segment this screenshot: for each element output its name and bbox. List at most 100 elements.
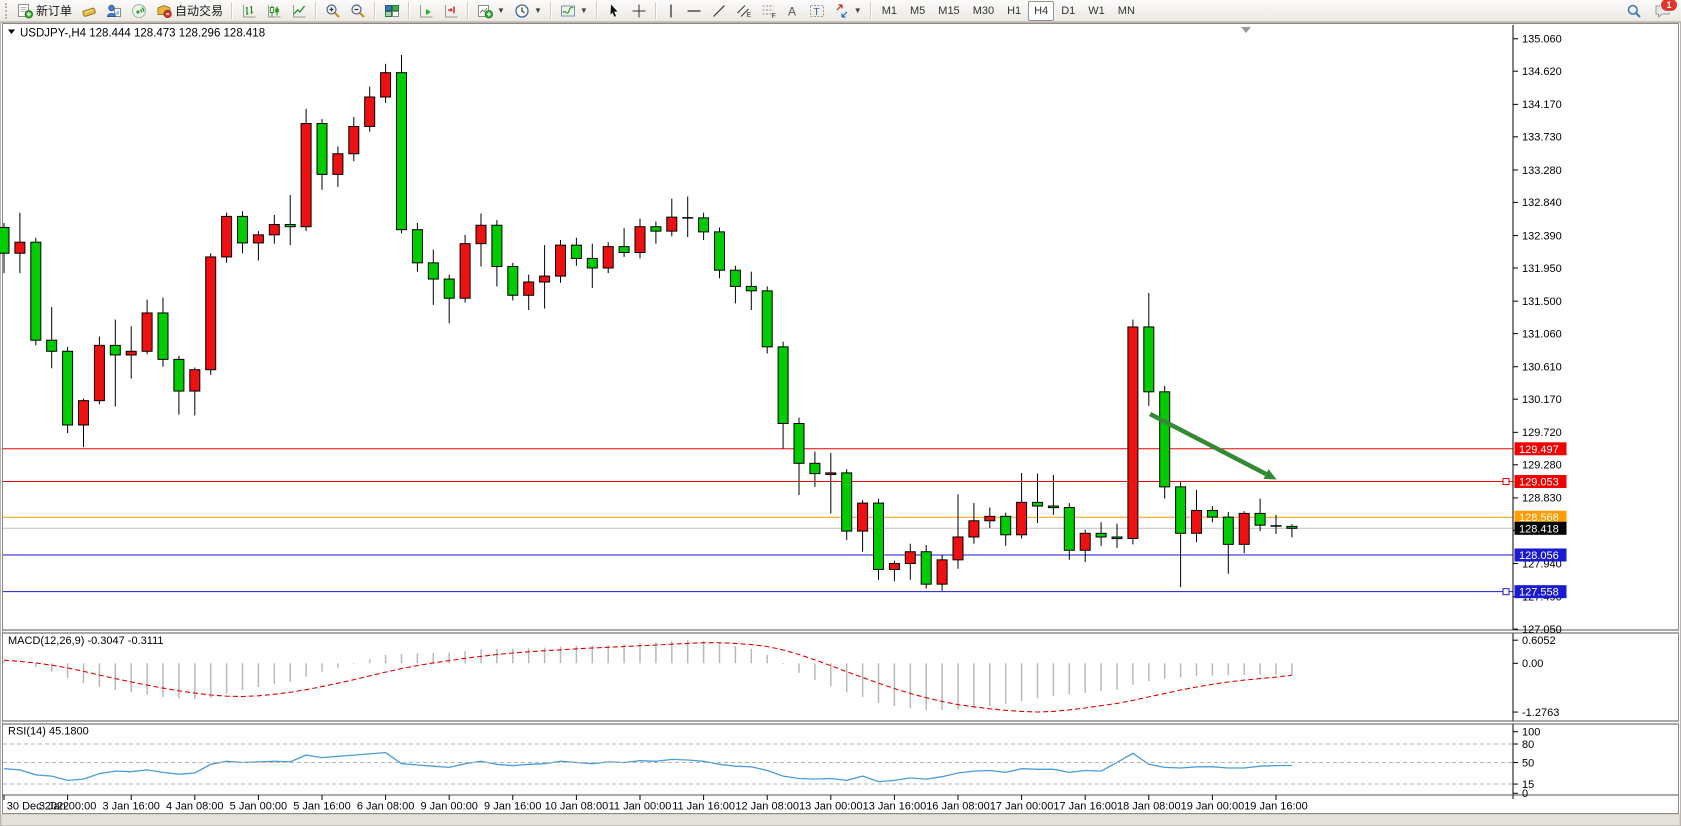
indicators-icon xyxy=(560,5,575,16)
timeframe-h4-button[interactable]: H4 xyxy=(1028,0,1055,21)
candlestick xyxy=(984,507,996,529)
line-handle-marker[interactable] xyxy=(1502,478,1510,486)
horizontal-line-button[interactable] xyxy=(682,1,706,21)
toolbar-separator xyxy=(467,2,470,19)
macd-signal-line xyxy=(3,642,1292,713)
candle-body xyxy=(252,234,264,244)
candle-body xyxy=(904,551,916,565)
timeframe-m5-button[interactable]: M5 xyxy=(910,4,926,17)
candle-body xyxy=(427,262,439,280)
candle-body xyxy=(1063,507,1075,551)
candle-body xyxy=(952,536,964,561)
equidistant-channel-button[interactable]: E xyxy=(732,1,756,21)
pane-separator[interactable] xyxy=(2,630,1679,633)
candlestick xyxy=(332,146,344,187)
arrows-button[interactable]: ▼ xyxy=(830,1,866,21)
toolbar-separator xyxy=(869,2,872,19)
candle-body xyxy=(634,226,646,254)
candlestick xyxy=(1159,385,1171,499)
timeframe-m15-button[interactable]: M15 xyxy=(938,4,960,17)
trendline-button[interactable] xyxy=(707,1,731,21)
candle-body xyxy=(268,224,280,236)
time-axis-label: 17 Jan 00:00 xyxy=(990,801,1054,813)
auto-trading-button[interactable]: 自动交易 xyxy=(152,1,227,21)
macd-axis-tick-label: -1.2763 xyxy=(1522,707,1559,719)
timeframe-h1-button[interactable]: H1 xyxy=(1007,4,1022,17)
text-label-button[interactable]: T xyxy=(805,1,829,21)
candlestick xyxy=(904,543,916,580)
cursor-icon xyxy=(610,4,618,17)
price-axis-tick-label: 134.170 xyxy=(1522,99,1562,111)
candlestick xyxy=(936,554,948,591)
candle-body xyxy=(1032,501,1043,507)
fibonacci-icon: F xyxy=(762,5,776,19)
price-axis-tick-label: 132.390 xyxy=(1522,230,1562,242)
tile-windows-button[interactable] xyxy=(380,1,404,21)
candle-body xyxy=(650,226,662,232)
chart-shift-icon xyxy=(445,4,458,17)
time-axis-label: 30 Dec 2022 xyxy=(7,801,69,813)
candlestick xyxy=(380,63,392,103)
trend-arrow-annotation[interactable] xyxy=(1148,412,1268,476)
timeframe-w1-button[interactable]: W1 xyxy=(1088,4,1105,17)
line-chart-button[interactable] xyxy=(287,1,311,21)
time-axis-label: 9 Jan 16:00 xyxy=(484,801,542,813)
candle-body xyxy=(1016,501,1028,536)
timeframe-d1-button[interactable]: D1 xyxy=(1061,4,1076,17)
candlestick xyxy=(1238,511,1250,554)
crosshair-button[interactable] xyxy=(627,1,651,21)
candlestick xyxy=(602,242,614,274)
candle-body xyxy=(30,241,42,341)
chart-title-collapse-icon[interactable] xyxy=(8,29,15,35)
pane-separator[interactable] xyxy=(2,721,1679,724)
zoom-in-button[interactable] xyxy=(321,1,345,21)
price-axis-tick-label: 130.170 xyxy=(1522,394,1562,406)
candle-body xyxy=(729,269,741,287)
indicators-button[interactable]: ▼ xyxy=(556,1,592,21)
toolbar-gripper[interactable] xyxy=(5,2,10,19)
candle-body xyxy=(205,256,217,371)
fibonacci-button[interactable]: F xyxy=(757,1,781,21)
signals-button[interactable] xyxy=(127,1,151,21)
new-order-button[interactable]: 新订单 xyxy=(13,1,76,21)
candle-body xyxy=(173,358,185,392)
data-window-button[interactable] xyxy=(102,1,126,21)
zoom-out-button[interactable] xyxy=(346,1,370,21)
period-button[interactable]: ▼ xyxy=(510,1,546,21)
line-handle-marker[interactable] xyxy=(1502,588,1510,596)
search-button[interactable] xyxy=(1622,1,1646,21)
candlestick xyxy=(1016,472,1028,539)
trendline-icon xyxy=(712,4,725,17)
bar-chart-button[interactable] xyxy=(237,1,261,21)
notifications-button[interactable]: 1 xyxy=(1654,0,1678,19)
toolbar-separator xyxy=(654,2,657,19)
candlestick xyxy=(252,231,264,261)
text-button[interactable]: A xyxy=(782,1,804,21)
market-watch-button[interactable] xyxy=(77,1,101,21)
chart-shift-marker[interactable] xyxy=(1241,27,1251,33)
new-order-label: 新订单 xyxy=(36,4,73,18)
vertical-line-button[interactable] xyxy=(661,1,681,21)
candlestick xyxy=(666,198,678,237)
timeframe-m1-button[interactable]: M1 xyxy=(881,4,897,17)
candle-body xyxy=(507,266,519,296)
timeframe-m30-button[interactable]: M30 xyxy=(972,4,995,17)
timeframe-mn-button[interactable]: MN xyxy=(1117,4,1135,17)
candle-body xyxy=(459,243,471,299)
candle-body xyxy=(189,369,201,392)
auto-scroll-button[interactable] xyxy=(414,1,438,21)
chart-shift-button[interactable] xyxy=(439,1,463,21)
candle-body xyxy=(888,563,900,570)
candlestick-chart-button[interactable] xyxy=(262,1,286,21)
candlestick xyxy=(459,234,471,303)
new-chart-icon xyxy=(478,4,494,18)
candle-body xyxy=(1286,525,1298,529)
candle-body xyxy=(936,559,948,585)
new-chart-button[interactable]: ▼ xyxy=(473,1,509,21)
time-axis-label: 17 Jan 16:00 xyxy=(1053,801,1117,813)
candlestick xyxy=(1254,498,1266,532)
cursor-button[interactable] xyxy=(602,1,626,21)
chart-title: USDJPY-,H4 128.444 128.473 128.296 128.4… xyxy=(20,28,265,40)
time-axis-label: 11 Jan 16:00 xyxy=(672,801,735,813)
chart-canvas[interactable]: 135.060 134.620 134.170 133.730 133.280 132.8… xyxy=(0,22,1681,826)
